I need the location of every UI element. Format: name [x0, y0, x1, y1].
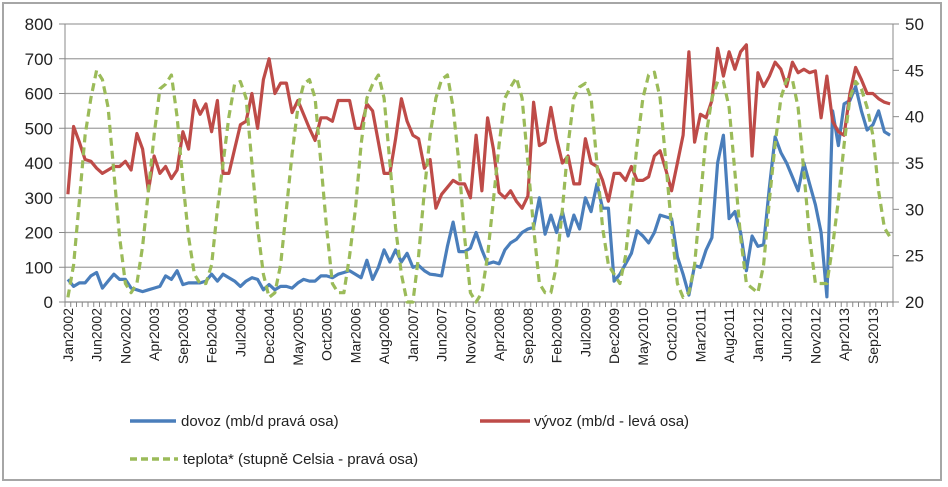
y-left-tick-label: 0 — [44, 293, 53, 312]
x-tick-label: Aug2006 — [376, 308, 392, 364]
x-tick-label: Apr2003 — [146, 308, 162, 361]
y-right-tick-label: 20 — [905, 293, 924, 312]
legend-label-teplota: teplota* (stupně Celsia - pravá osa) — [183, 451, 418, 468]
x-tick-label: Jan2002 — [60, 308, 76, 362]
series-lines — [66, 43, 892, 304]
x-tick-label: Mar2006 — [347, 308, 363, 363]
y-left-tick-label: 600 — [25, 85, 53, 104]
x-tick-label: Apr2008 — [491, 308, 507, 361]
y-left-tick-label: 500 — [25, 119, 53, 138]
axes: 0 100 200 300 400 500 600 700 800 20 25 30 35 40 45 50 J… — [25, 15, 924, 366]
y-left-tick-label: 200 — [25, 224, 53, 243]
x-tick-label: Nov2002 — [117, 308, 133, 364]
x-tick-label: Jan2012 — [750, 308, 766, 362]
x-tick-label: Dec2009 — [606, 308, 622, 364]
y-right-tick-label: 25 — [905, 247, 924, 266]
x-tick-label: Jun2012 — [779, 308, 795, 362]
y-right-tick-label: 45 — [905, 61, 924, 80]
y-left-tick-label: 700 — [25, 50, 53, 69]
x-tick-label: Nov2012 — [807, 308, 823, 364]
legend-label-dovoz: dovoz (mb/d pravá osa) — [181, 413, 339, 430]
x-tick-label: Jul2009 — [577, 308, 593, 357]
x-tick-label: Feb2004 — [204, 308, 220, 363]
y-left-tick-label: 800 — [25, 15, 53, 34]
x-tick-label: Oct2010 — [664, 308, 680, 361]
x-tick-label: Jun2007 — [434, 308, 450, 362]
y-right-tick-label: 40 — [905, 108, 924, 127]
y-left-tick-label: 100 — [25, 258, 53, 277]
x-tick-label: May2005 — [290, 308, 306, 366]
y-right-tick-label: 50 — [905, 15, 924, 34]
x-tick-label: Aug2011 — [721, 308, 737, 363]
y-right-tick-label: 35 — [905, 154, 924, 173]
x-tick-label: Dec2004 — [261, 308, 277, 364]
x-tick-label: Jan2007 — [405, 308, 421, 362]
x-tick-label: Nov2007 — [462, 308, 478, 364]
y-right-tick-label: 30 — [905, 200, 924, 219]
x-tick-label: Jul2004 — [232, 308, 248, 357]
x-tick-label: Sep2003 — [175, 308, 191, 364]
x-tick-label: May2010 — [635, 308, 651, 366]
x-tick-label: Apr2013 — [836, 308, 852, 361]
legend: dovoz (mb/d pravá osa) vývoz (mb/d - lev… — [130, 413, 689, 468]
x-tick-label: Jun2002 — [89, 308, 105, 362]
x-tick-label: Mar2011 — [692, 308, 708, 362]
x-tick-label: Oct2005 — [319, 308, 335, 361]
y-left-tick-label: 300 — [25, 189, 53, 208]
x-tick-label: Sep2013 — [865, 308, 881, 364]
x-tick-label: Sep2008 — [520, 308, 536, 364]
chart-frame — [2, 2, 942, 481]
y-left-tick-label: 400 — [25, 154, 53, 173]
x-tick-label: Feb2009 — [549, 308, 565, 363]
series-line-teplota — [66, 68, 892, 304]
series-line-vyvoz — [66, 43, 891, 210]
legend-label-vyvoz: vývoz (mb/d - levá osa) — [534, 413, 689, 430]
